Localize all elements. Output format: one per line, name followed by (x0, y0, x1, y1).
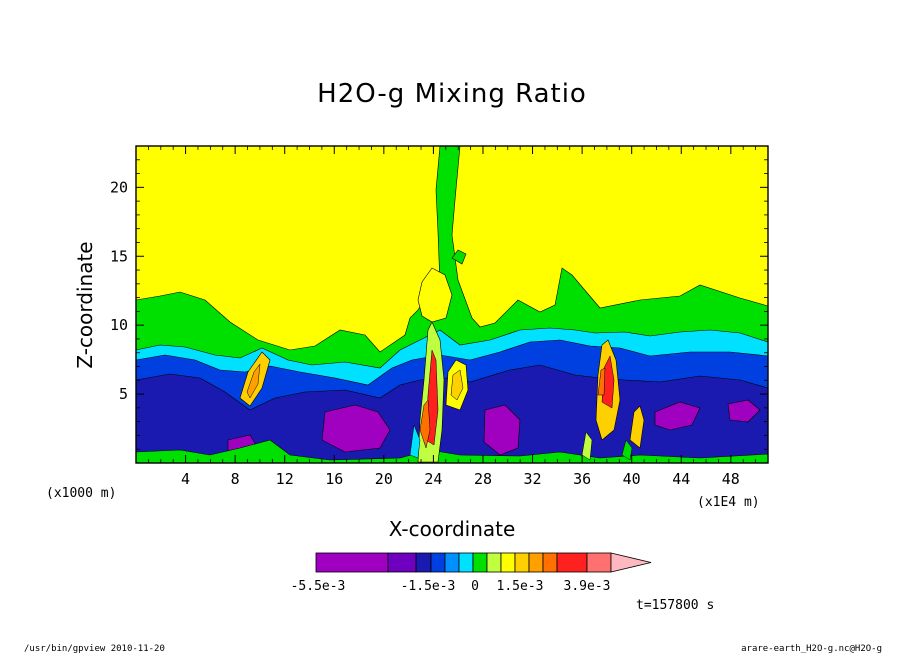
colorbar-label-4: 3.9e-3 (564, 579, 611, 594)
y-axis: 5 10 15 20 (110, 159, 768, 450)
field-tower-a-orange (419, 399, 431, 449)
colorbar-swatch (486, 552, 502, 573)
x-tick-label: 36 (573, 470, 591, 488)
colorbar-swatch (430, 552, 446, 573)
field-cell-26-core (450, 369, 464, 401)
colorbar-swatch (542, 552, 558, 573)
x-axis-title: X-coordinate (389, 517, 516, 541)
y-axis-title: Z-coordinate (73, 241, 97, 368)
y-tick-label: 10 (110, 316, 128, 334)
field-purple-2 (483, 404, 521, 456)
x-unit-right: (x1E4 m) (697, 495, 760, 510)
footer-left: /usr/bin/gpview 2010-11-20 (24, 644, 165, 654)
x-tick-label: 16 (325, 470, 343, 488)
field-base-mix-2 (581, 431, 593, 461)
colorbar-swatch (500, 552, 516, 573)
x-tick-label: 20 (375, 470, 393, 488)
colorbar-swatch (315, 552, 389, 573)
x-tick-label: 12 (276, 470, 294, 488)
colorbar-swatch (472, 552, 488, 573)
footer-right: arare-earth_H2O-g.nc@H2O-g (741, 644, 882, 654)
colorbar-label-2: 0 (471, 579, 479, 594)
colorbar-swatch (514, 552, 530, 573)
colorbar-swatch (556, 552, 588, 573)
field-purple-1 (321, 404, 391, 453)
colorbar-swatch (415, 552, 432, 573)
field-anvil (417, 267, 453, 323)
y-tick-label: 20 (110, 178, 128, 196)
colorbar-swatch (458, 552, 474, 573)
field-purple-3 (654, 401, 701, 431)
colorbar-arrow (610, 552, 652, 573)
field-green-dot (451, 249, 467, 265)
x-tick-label: 4 (181, 470, 190, 488)
colorbar-label-1: -1.5e-3 (401, 579, 456, 594)
x-tick-label: 8 (231, 470, 240, 488)
colorbar-swatch (586, 552, 612, 573)
time-label: t=157800 s (636, 598, 714, 613)
chart-title: H2O-g Mixing Ratio (317, 79, 587, 109)
field-purple-4 (727, 399, 761, 423)
colorbar-label-3: 1.5e-3 (497, 579, 544, 594)
colorbar-labels: -5.5e-3 -1.5e-3 0 1.5e-3 3.9e-3 (291, 579, 611, 594)
x-tick-label: 44 (672, 470, 690, 488)
field-tower-b-orange (597, 367, 606, 396)
x-tick-label: 24 (424, 470, 442, 488)
y-tick-label: 5 (119, 385, 128, 403)
colorbar-swatch (444, 552, 460, 573)
field-cell-40-green (621, 439, 633, 461)
field-plume-left-core (246, 363, 261, 399)
contour-field (136, 146, 768, 463)
x-tick-label: 48 (722, 470, 740, 488)
colorbar (315, 552, 652, 573)
field-base-mix (409, 424, 421, 459)
y-tick-label: 15 (110, 247, 128, 265)
field-cell-40 (629, 405, 645, 449)
x-axis: 4 8 12 16 20 24 28 32 36 40 44 48 (147, 146, 757, 488)
field-green-bottom (136, 439, 768, 463)
x-tick-label: 40 (623, 470, 641, 488)
x-tick-label: 28 (474, 470, 492, 488)
plot-frame (135, 145, 769, 464)
colorbar-label-0: -5.5e-3 (291, 579, 346, 594)
colorbar-swatch (528, 552, 544, 573)
colorbar-swatch (387, 552, 417, 573)
x-tick-label: 32 (524, 470, 542, 488)
x-unit-left: (x1000 m) (46, 486, 116, 501)
